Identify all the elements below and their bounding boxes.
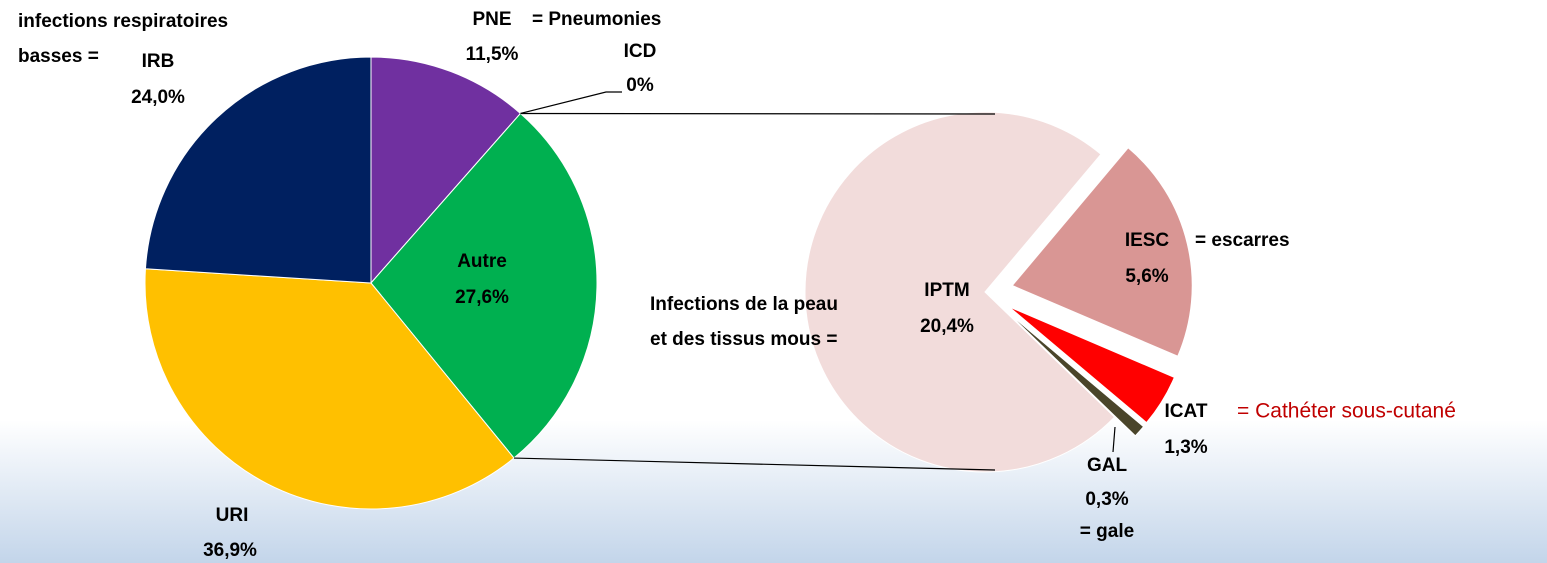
pie-slice	[144, 268, 515, 510]
value-label: 0%	[626, 75, 654, 96]
value-label: 1,3%	[1164, 437, 1207, 458]
annotation: basses =	[18, 46, 99, 67]
value-label: 0,3%	[1085, 489, 1128, 510]
annotation: = gale	[1080, 521, 1134, 542]
slice-label: IESC	[1125, 230, 1170, 251]
value-label: 11,5%	[466, 44, 519, 65]
pie-slice	[1011, 147, 1193, 357]
pie-slice	[1005, 310, 1145, 437]
pie-slice	[1008, 306, 1176, 424]
connector-line	[513, 457, 996, 471]
slice-label: GAL	[1087, 455, 1128, 476]
pie-slice	[804, 111, 1116, 473]
annotation: et des tissus mous =	[650, 329, 837, 350]
value-label: 24,0%	[131, 87, 185, 108]
marks	[144, 56, 1193, 510]
annotation: = Pneumonies	[532, 9, 661, 30]
slice-label: ICAT	[1165, 401, 1208, 422]
labels: PNE 11,5% ICD 0% Autre 27,6% URI 36,9% IRB 24,0% I…	[18, 9, 1456, 561]
slice-label: ICD	[624, 41, 657, 62]
slice-label: IPTM	[924, 280, 969, 301]
annotation: infections respiratoires	[18, 11, 228, 32]
slice-label: URI	[216, 505, 249, 526]
value-label: 27,6%	[455, 287, 509, 308]
pie-slice	[370, 112, 598, 459]
leader-line	[1112, 426, 1116, 453]
slice-label: PNE	[472, 9, 511, 30]
value-label: 5,6%	[1125, 266, 1168, 287]
slice-label: Autre	[457, 251, 507, 272]
leader-line	[520, 91, 622, 115]
annotation: = Cathéter sous-cutané	[1237, 400, 1456, 423]
value-label: 20,4%	[920, 316, 974, 337]
slice-label: IRB	[142, 51, 175, 72]
annotation: Infections de la peau	[650, 294, 838, 315]
pie-slice	[370, 56, 522, 285]
pie-slice	[144, 56, 372, 284]
value-label: 36,9%	[203, 540, 257, 561]
annotation: = escarres	[1195, 230, 1290, 251]
connector-line	[520, 112, 996, 115]
